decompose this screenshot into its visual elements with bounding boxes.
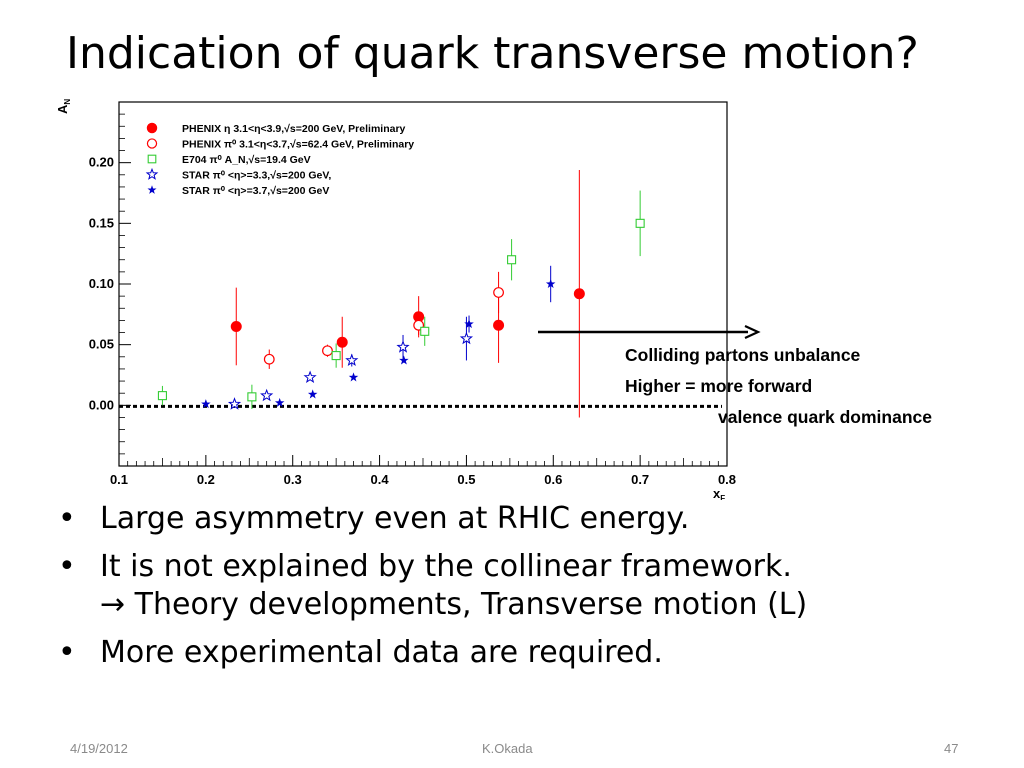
data-point-filled-star <box>307 389 318 399</box>
legend-marker <box>145 167 159 180</box>
annotation-higher-more-forward: Higher = more forward <box>625 376 813 396</box>
footer-author: K.Okada <box>482 741 533 756</box>
data-point-open-star <box>227 397 242 410</box>
data-point-open-star <box>345 353 359 367</box>
arrow-head <box>744 325 761 339</box>
data-point-open-square <box>157 391 167 401</box>
x-tick-label: 0.4 <box>371 472 390 487</box>
x-tick-label: 0.1 <box>110 472 128 487</box>
x-tick-label: 0.2 <box>197 472 215 487</box>
data-point-open-circle <box>263 353 275 365</box>
y-tick-label: 0.20 <box>89 155 114 170</box>
bullet-dot: • <box>58 635 76 670</box>
data-point-open-circle <box>493 287 504 298</box>
data-point-filled-star <box>464 319 474 329</box>
data-point-open-star <box>303 370 317 384</box>
data-point-open-star <box>260 388 274 402</box>
data-point-open-circle <box>322 345 333 357</box>
data-point-filled-circle <box>493 319 505 331</box>
data-point-open-square <box>635 218 645 228</box>
bullet-dot: • <box>58 549 76 584</box>
data-point-filled-star <box>399 355 409 365</box>
legend-entry: STAR π⁰ <η>=3.3,√s=200 GeV, <box>182 170 331 182</box>
legend-marker <box>146 138 158 149</box>
annotation-valence-quark: valence quark dominance <box>718 407 932 427</box>
data-point-open-star <box>459 331 474 345</box>
legend-marker <box>147 185 157 194</box>
legend-entry: PHENIX π⁰ 3.1<η<3.7,√s=62.4 GeV, Prelimi… <box>182 139 414 151</box>
bullet-text: It is not explained by the collinear fra… <box>100 549 792 584</box>
legend-entry: STAR π⁰ <η>=3.7,√s=200 GeV <box>182 185 329 197</box>
bullet-list: • Large asymmetry even at RHIC energy. •… <box>58 500 998 682</box>
data-point-open-square <box>420 326 430 336</box>
bullet-dot: • <box>58 501 76 536</box>
x-tick-label: 0.5 <box>457 472 475 487</box>
data-point-filled-star <box>201 399 211 409</box>
data-point-filled-star <box>545 279 556 289</box>
y-tick-label: 0.10 <box>89 276 114 291</box>
x-tick-label: 0.3 <box>284 472 302 487</box>
annotation-colliding-partons: Colliding partons unbalance <box>625 345 861 365</box>
bullet-subtext: → Theory developments, Transverse motion… <box>100 587 808 622</box>
footer-page-number: 47 <box>944 741 959 756</box>
x-tick-label: 0.6 <box>544 472 562 487</box>
slide-title: Indication of quark transverse motion? <box>66 28 919 79</box>
y-tick-label: 0.05 <box>89 337 114 352</box>
legend-marker <box>147 154 157 164</box>
x-tick-label: 0.8 <box>718 472 736 487</box>
legend-marker <box>146 122 158 134</box>
bullet-text: Large asymmetry even at RHIC energy. <box>100 501 690 536</box>
data-point-filled-star <box>348 372 359 382</box>
bullet-item: • It is not explained by the collinear f… <box>58 548 998 624</box>
legend-entry: E704 π⁰ A_N,√s=19.4 GeV <box>182 154 311 166</box>
data-point-filled-circle <box>230 320 242 332</box>
y-tick-label: 0.15 <box>89 215 114 230</box>
data-point-filled-circle <box>336 336 348 348</box>
y-tick-label: 0.00 <box>89 397 114 412</box>
data-point-open-square <box>507 255 517 265</box>
legend-entry: PHENIX η 3.1<η<3.9,√s=200 GeV, Prelimina… <box>182 123 406 135</box>
footer-date: 4/19/2012 <box>70 741 128 756</box>
bullet-text: More experimental data are required. <box>100 635 663 670</box>
data-point-open-star <box>396 340 410 353</box>
data-point-open-square <box>331 351 341 361</box>
bullet-item: • Large asymmetry even at RHIC energy. <box>58 500 998 538</box>
data-point-filled-star <box>274 397 285 407</box>
data-point-filled-circle <box>573 288 585 300</box>
bullet-item: • More experimental data are required. <box>58 634 998 672</box>
x-axis-title: xF <box>713 486 725 500</box>
x-tick-label: 0.7 <box>631 472 649 487</box>
y-axis-title: AN <box>55 99 72 114</box>
data-point-open-square <box>247 392 257 402</box>
asymmetry-chart: 0.1 0.2 0.3 0.4 0.5 0.6 0.7 0.8 0.00 0.05 0.10 0.15… <box>55 99 761 500</box>
